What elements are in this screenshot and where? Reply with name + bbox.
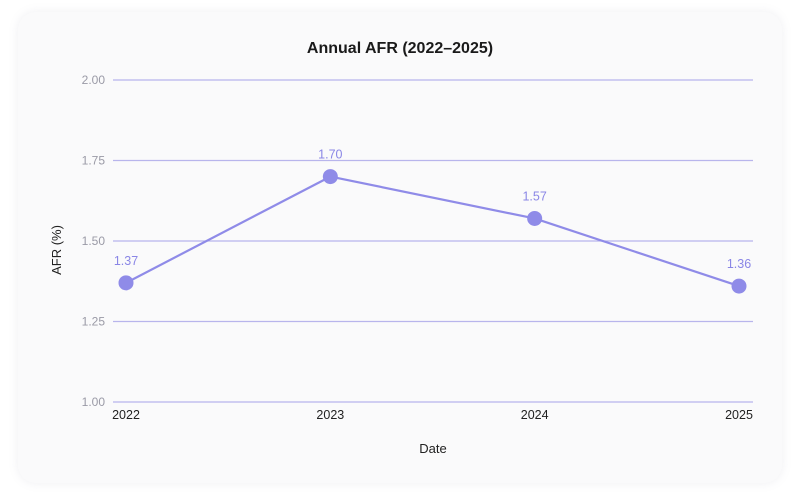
chart-card — [18, 12, 782, 483]
y-tick-label: 1.75 — [82, 154, 106, 168]
x-axis-ticks: 2022 2023 2024 2025 — [112, 408, 753, 422]
y-axis-ticks: 1.00 1.25 1.50 1.75 2.00 — [82, 73, 106, 409]
data-point — [322, 169, 338, 185]
x-axis-label: Date — [419, 441, 446, 456]
series-line-layer — [125, 175, 740, 288]
series-line — [125, 175, 740, 288]
x-tick-label: 2023 — [316, 408, 344, 422]
data-point — [527, 210, 543, 226]
chart-title: Annual AFR (2022–2025) — [307, 40, 493, 57]
data-label: 1.70 — [318, 148, 342, 162]
y-tick-label: 1.00 — [82, 395, 106, 409]
x-tick-label: 2022 — [112, 408, 140, 422]
data-point — [118, 275, 134, 291]
data-point — [731, 278, 747, 294]
data-label: 1.37 — [114, 254, 138, 268]
data-label: 1.57 — [522, 189, 546, 203]
y-tick-label: 2.00 — [82, 73, 106, 87]
gridlines — [113, 79, 753, 403]
y-axis-label: AFR (%) — [49, 225, 64, 275]
data-points — [118, 169, 747, 294]
data-label: 1.36 — [727, 257, 751, 271]
x-tick-label: 2024 — [521, 408, 549, 422]
y-tick-label: 1.50 — [82, 234, 106, 248]
x-tick-label: 2025 — [725, 408, 753, 422]
data-labels: 1.37 1.70 1.57 1.36 — [114, 148, 751, 271]
y-tick-label: 1.25 — [82, 315, 106, 329]
